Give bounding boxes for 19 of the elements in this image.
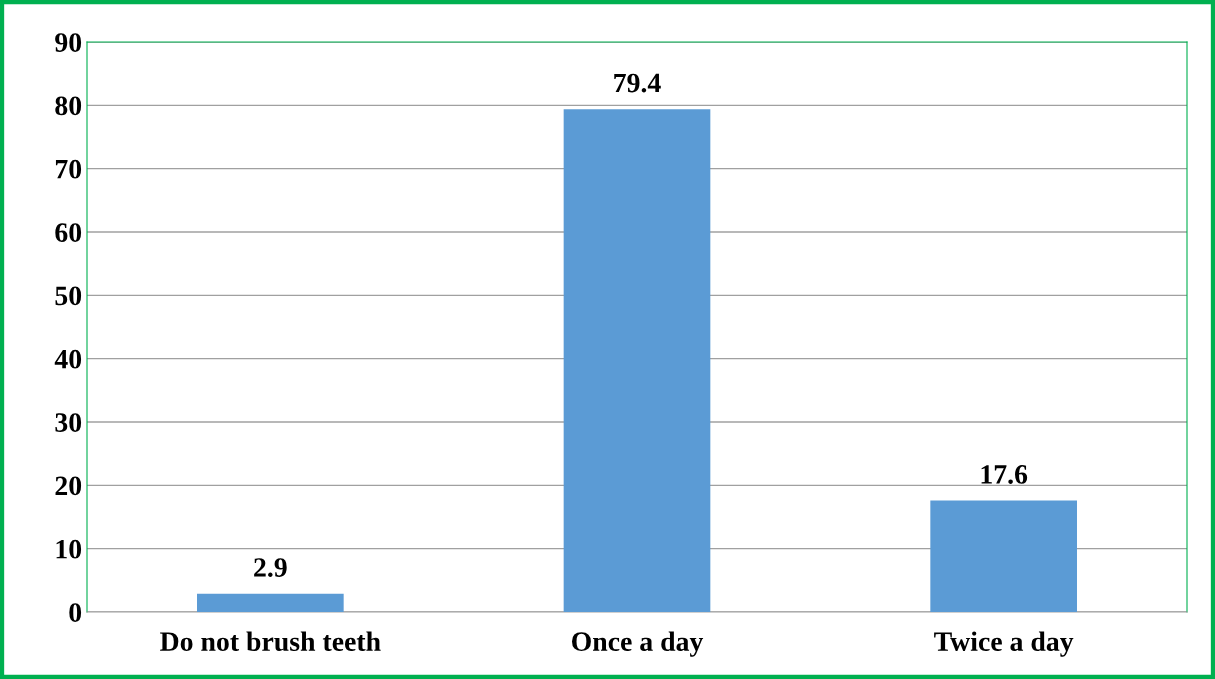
y-tick-label: 10 <box>56 539 82 559</box>
bar <box>197 593 344 612</box>
x-tick-label: Do not brush teeth <box>160 631 381 652</box>
y-tick-label: 50 <box>55 286 82 306</box>
y-tick-label: 90 <box>55 33 82 52</box>
y-tick-label: 80 <box>55 96 82 116</box>
x-tick-label: Twice a day <box>934 631 1074 657</box>
bar <box>563 109 711 612</box>
bar <box>930 500 1077 612</box>
y-tick-label: 20 <box>55 476 82 496</box>
y-tick-label: 70 <box>55 159 82 179</box>
x-tick-label: Once a day <box>572 631 704 657</box>
y-tick-label: 60 <box>55 223 82 242</box>
data-label: 17.6 <box>981 465 1028 484</box>
y-tick-label: 40 <box>54 349 82 369</box>
y-tick-label: 30 <box>55 413 82 432</box>
data-label: 2.9 <box>254 558 287 577</box>
data-label: 79.4 <box>614 73 661 93</box>
y-tick-label: 0 <box>69 603 82 622</box>
